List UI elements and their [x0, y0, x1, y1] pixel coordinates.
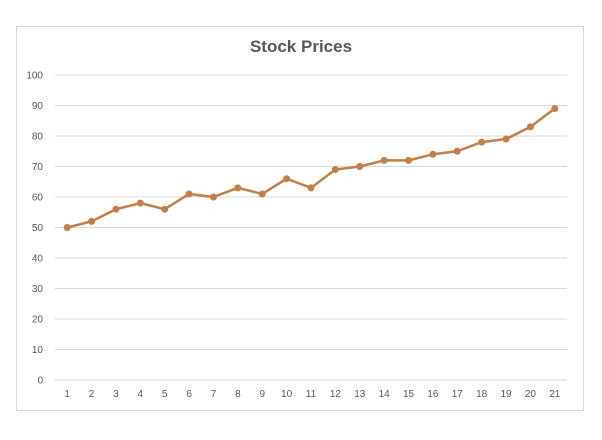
chart-frame: [16, 26, 584, 411]
data-point: [88, 217, 96, 225]
data-point: [551, 105, 559, 113]
data-point: [380, 156, 388, 164]
data-point: [453, 147, 461, 155]
series-layer: [63, 105, 559, 231]
x-tick-label: 9: [259, 389, 265, 400]
x-tick-label: 11: [306, 389, 317, 400]
x-tick-label: 2: [89, 389, 95, 400]
data-point: [502, 135, 510, 143]
x-tick-label: 5: [162, 389, 168, 400]
data-point: [234, 184, 242, 192]
data-point: [63, 224, 71, 231]
x-tick-label: 8: [235, 389, 241, 400]
x-tick-label: 15: [403, 389, 415, 400]
x-tick-label: 6: [186, 389, 192, 400]
data-point: [307, 184, 315, 192]
data-point: [185, 190, 193, 198]
data-point: [405, 156, 413, 164]
x-tick-label: 17: [452, 389, 464, 400]
y-tick-label: 0: [37, 376, 43, 387]
x-tick-label: 1: [64, 389, 70, 400]
y-tick-label: 90: [32, 101, 44, 112]
x-tick-label: 12: [330, 389, 342, 400]
y-tick-label: 80: [32, 132, 44, 143]
data-point: [331, 166, 339, 174]
x-tick-label: 19: [500, 389, 512, 400]
x-tick-label: 14: [379, 389, 391, 400]
data-point: [112, 205, 120, 213]
x-tick-label: 13: [354, 389, 366, 400]
y-tick-label: 100: [26, 71, 43, 82]
data-point: [283, 175, 291, 183]
y-tick-label: 70: [32, 162, 44, 173]
x-tick-label: 18: [476, 389, 488, 400]
x-tick-label: 20: [525, 389, 537, 400]
data-point: [136, 199, 144, 207]
x-tick-label: 10: [281, 389, 293, 400]
x-tick-label: 4: [138, 389, 144, 400]
series-line: [65, 107, 557, 229]
data-point: [161, 205, 169, 213]
y-axis-ticks: 0 10 20 30 40 50 60 70 80 90 100: [26, 71, 43, 387]
data-point: [478, 138, 486, 146]
data-point: [209, 193, 217, 201]
y-tick-label: 10: [32, 345, 44, 356]
data-point: [258, 190, 266, 198]
x-tick-label: 3: [113, 389, 119, 400]
x-tick-label: 7: [211, 389, 217, 400]
gridlines: [55, 74, 567, 381]
chart-title: Stock Prices: [249, 37, 353, 56]
y-tick-label: 20: [32, 315, 44, 326]
y-tick-label: 60: [32, 193, 44, 204]
data-point: [356, 163, 364, 170]
x-tick-label: 21: [549, 389, 561, 400]
y-tick-label: 30: [32, 284, 44, 295]
x-tick-label: 16: [427, 389, 439, 400]
x-axis-ticks: 1 2 3 4 5 6 7 8 9 10 11 12 13 14 15 16 17 18 19 20 21: [64, 389, 560, 400]
data-point: [526, 123, 534, 131]
y-tick-label: 50: [32, 223, 44, 234]
data-point: [429, 150, 437, 158]
y-tick-label: 40: [32, 254, 44, 265]
